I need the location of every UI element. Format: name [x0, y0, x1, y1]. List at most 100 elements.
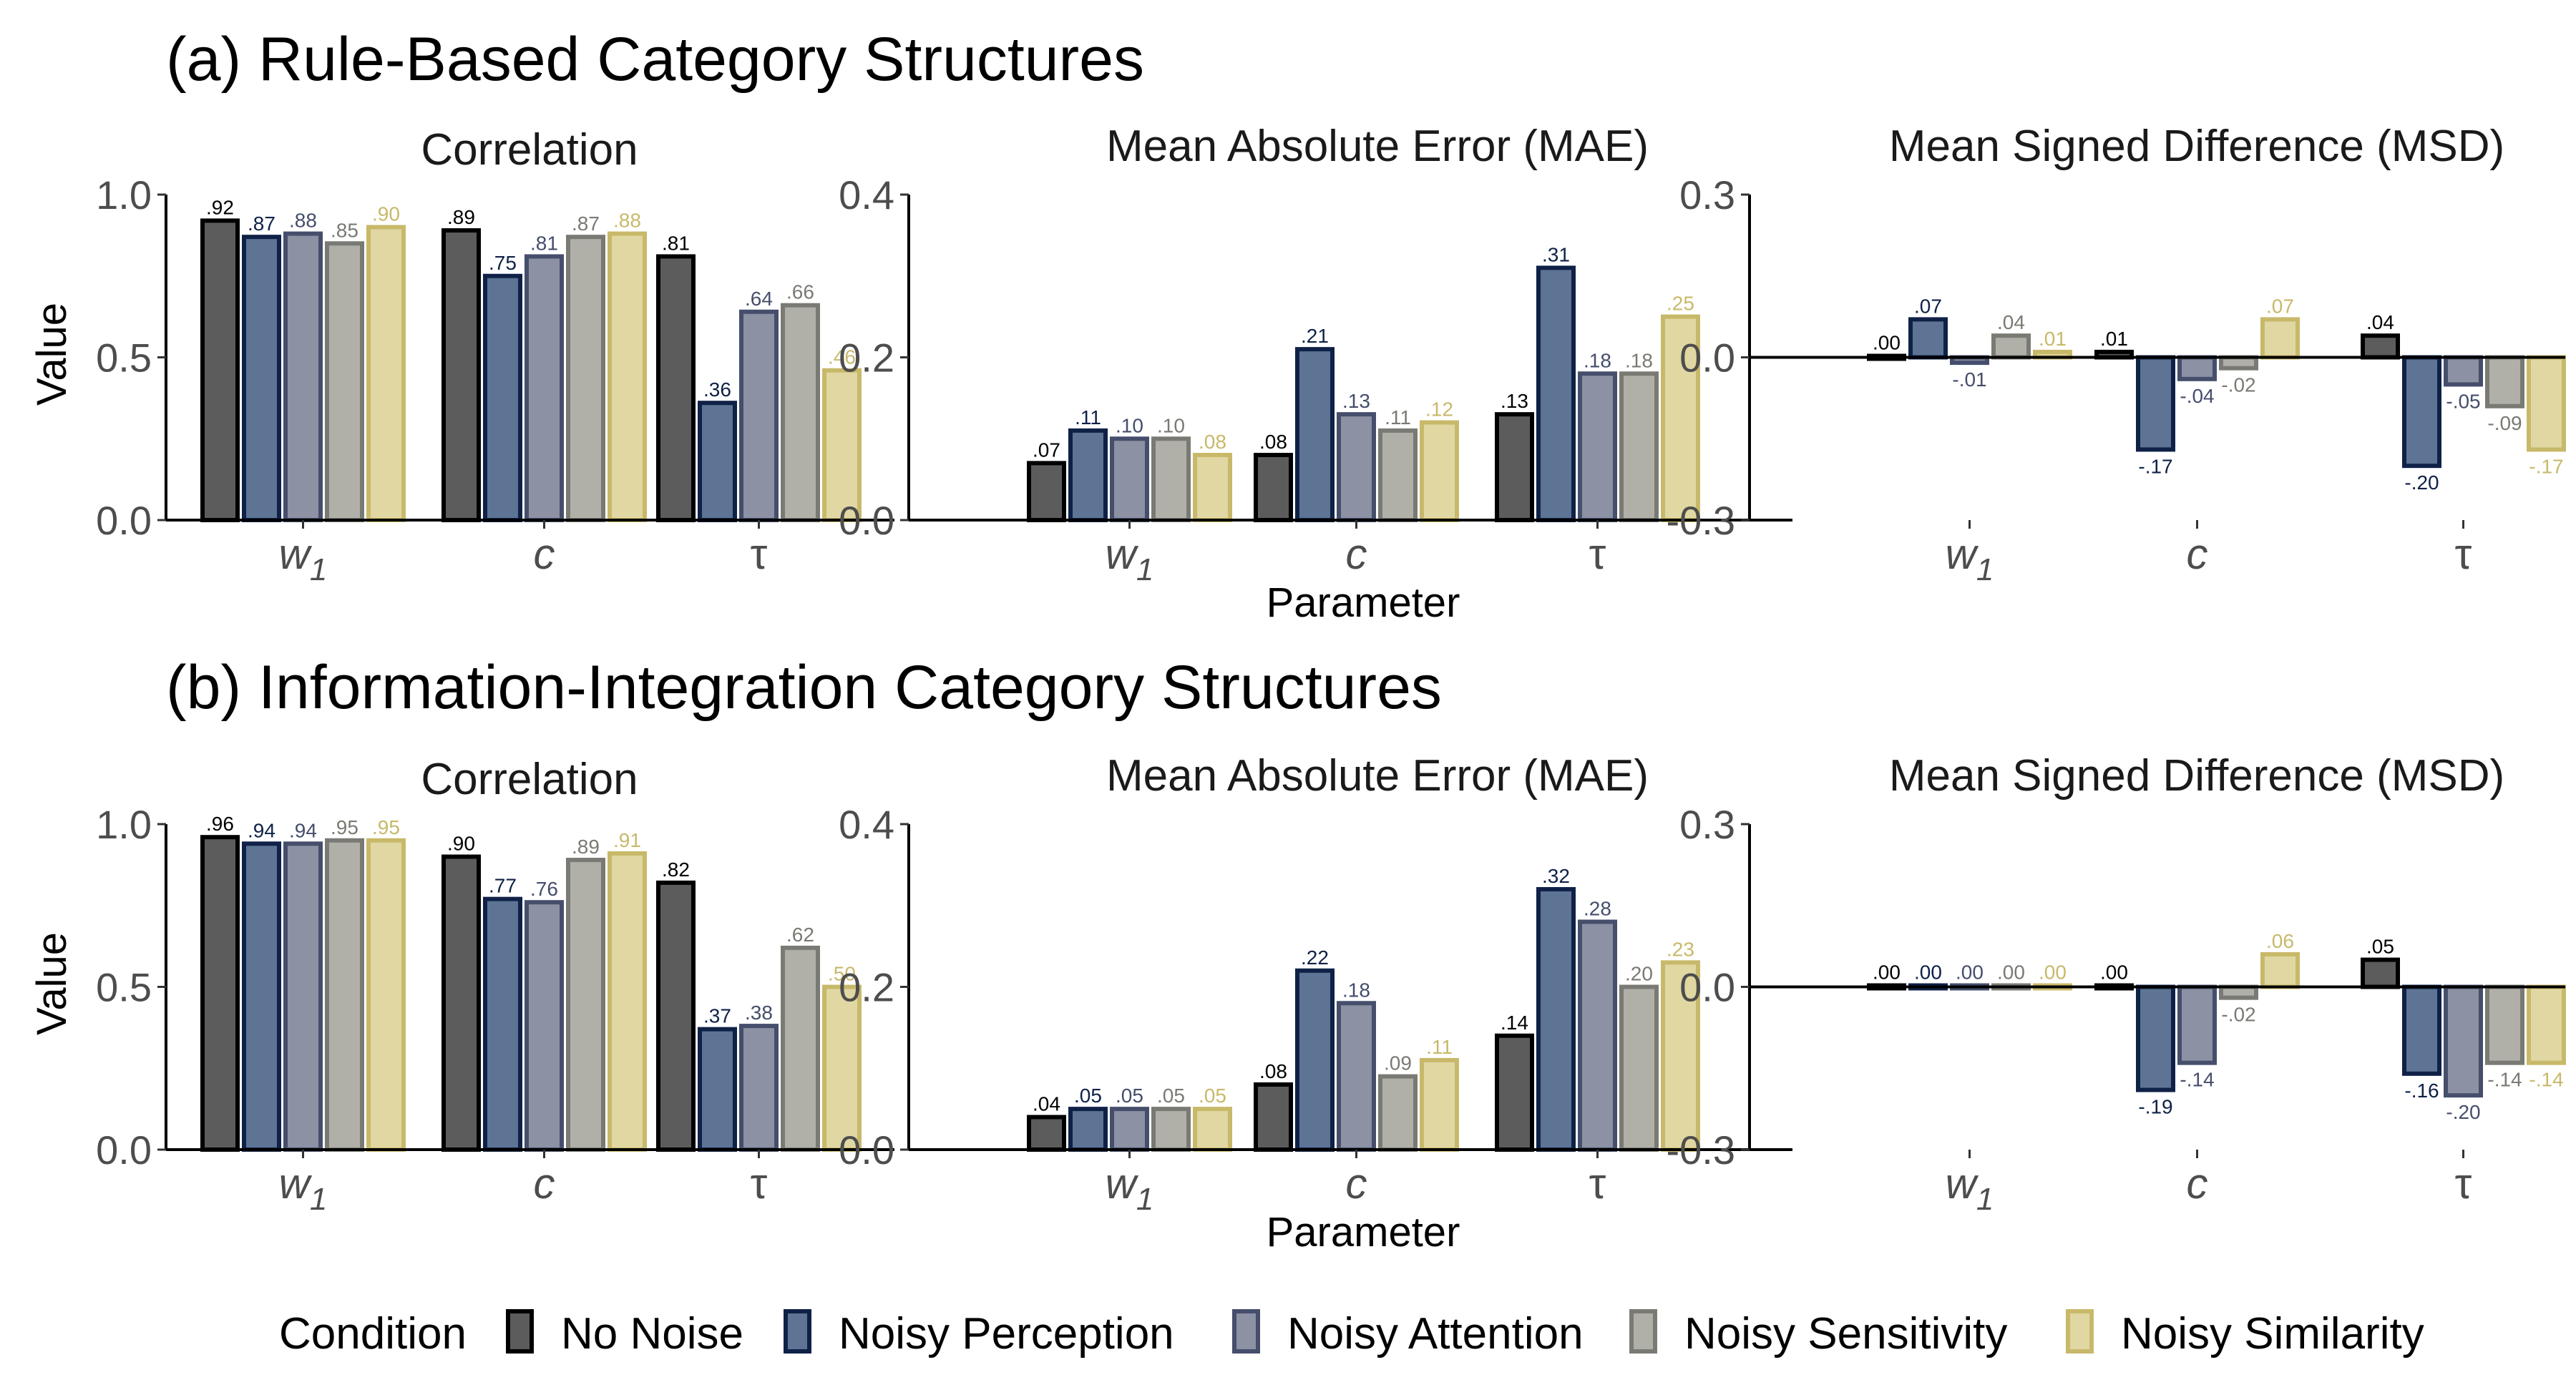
y-tick-label: -0.3: [1667, 1127, 1736, 1173]
bar-value-label: .14: [1501, 1012, 1528, 1034]
bar-noisy-similarity: [608, 231, 647, 522]
bar-noisy-attention: [1578, 371, 1617, 522]
x-tick-label: τ: [1589, 1160, 1606, 1208]
bar-noisy-similarity: [1420, 420, 1459, 522]
bar-value-label: .94: [248, 819, 275, 841]
bar-noisy-sensitivity: [2219, 984, 2258, 1000]
bar-no-noise: [656, 254, 696, 522]
bar-noisy-attention: [2444, 355, 2483, 387]
section-b-mae-panel: Mean Absolute Error (MAE) 0.0 0.2 0.4 .04 .0…: [839, 751, 1792, 1217]
section-b-msd-panel: Mean Signed Difference (MSD) -0.3 0.0 0.3.…: [1667, 751, 2566, 1217]
bar-no-noise: [1027, 1115, 1066, 1152]
x-tick-label: τ: [1589, 530, 1606, 578]
bar-value-label: .37: [703, 1005, 731, 1027]
bar-value-label: .12: [1425, 398, 1453, 421]
bar-no-noise: [1254, 453, 1293, 522]
legend-key-no-noise: [506, 1309, 534, 1354]
x-tick-label: c: [1346, 1160, 1367, 1208]
y-tick-label: 0.0: [1679, 336, 1735, 381]
bar-value-label: .32: [1542, 865, 1570, 887]
bar-value-label: .75: [489, 252, 517, 274]
bar-noisy-attention: [2444, 984, 2483, 1098]
bar-value-label: -.04: [2180, 385, 2214, 407]
bar-noisy-similarity: [2527, 984, 2566, 1065]
bar-value-label: .92: [206, 196, 234, 218]
bar-value-label: .66: [786, 281, 814, 303]
panel-title: Mean Signed Difference (MSD): [1889, 122, 2504, 171]
bar-value-label: .06: [2266, 930, 2294, 952]
bar-no-noise: [1495, 1033, 1534, 1152]
bar-noisy-attention: [1337, 1001, 1376, 1152]
bar-value-label: .07: [1914, 295, 1942, 317]
bar-noisy-similarity: [1193, 1107, 1232, 1152]
panel-title: Mean Signed Difference (MSD): [1889, 751, 2504, 801]
bar-noisy-similarity: [1661, 314, 1700, 522]
bar-noisy-attention: [2177, 355, 2217, 381]
bar-value-label: -.20: [2446, 1101, 2480, 1123]
bar-noisy-sensitivity: [781, 303, 820, 522]
y-tick-label: 0.4: [839, 172, 894, 217]
bar-noisy-similarity: [366, 838, 406, 1152]
legend-title: Condition: [279, 1309, 467, 1359]
y-tick-label: 0.0: [839, 498, 894, 543]
section-b-correlation-panel: Correlation Value 0.0 0.5 1.0 .96 .94 .94 .95.…: [29, 755, 894, 1217]
bar-value-label: .00: [1997, 961, 2025, 984]
section-b-x-axis-label: Parameter: [1267, 1209, 1460, 1256]
bar-noisy-sensitivity: [2485, 355, 2524, 408]
y-tick-label: 0.3: [1679, 172, 1735, 217]
bar-no-noise: [200, 835, 240, 1152]
y-tick-label: 0.5: [96, 336, 152, 381]
bar-value-label: .18: [1625, 349, 1653, 371]
bar-noisy-similarity: [608, 851, 647, 1152]
bar-noisy-sensitivity: [1991, 333, 2031, 360]
bar-value-label: .22: [1301, 946, 1329, 969]
bar-noisy-sensitivity: [1619, 984, 1659, 1152]
y-tick-label: 1.0: [96, 802, 152, 847]
bar-value-label: .05: [2366, 936, 2394, 958]
bar-value-label: .13: [1342, 390, 1370, 412]
bar-noisy-attention: [739, 309, 779, 522]
bar-noisy-sensitivity: [1378, 1074, 1418, 1152]
bar-value-label: .64: [745, 288, 773, 310]
bar-noisy-perception: [1295, 968, 1335, 1152]
bar-noisy-perception: [1536, 265, 1576, 522]
y-axis-label: Value: [29, 303, 75, 406]
legend-label: Noisy Attention: [1287, 1309, 1584, 1359]
y-tick-label: 1.0: [96, 172, 152, 217]
bar-noisy-perception: [2136, 984, 2175, 1092]
bar-noisy-perception: [1068, 428, 1108, 522]
bar-value-label: .11: [1385, 406, 1411, 429]
bar-noisy-perception: [483, 896, 522, 1152]
bar-noisy-sensitivity: [1378, 428, 1418, 522]
bar-noisy-similarity: [822, 984, 862, 1152]
panel-title: Correlation: [421, 125, 638, 175]
bar-noisy-attention: [2177, 984, 2217, 1065]
bar-value-label: -.14: [2487, 1069, 2522, 1091]
bar-value-label: .08: [1199, 431, 1226, 453]
bar-value-label: .04: [1033, 1093, 1060, 1115]
bar-noisy-similarity: [1420, 1057, 1459, 1152]
bar-noisy-similarity: [2260, 952, 2300, 989]
bar-value-label: .18: [1342, 979, 1370, 1001]
bar-value-label: -.20: [2404, 471, 2439, 494]
bar-noisy-perception: [1068, 1107, 1108, 1152]
bar-noisy-attention: [283, 841, 323, 1152]
legend-label: Noisy Perception: [839, 1309, 1174, 1359]
y-tick-label: 0.0: [1679, 965, 1735, 1010]
bar-value-label: .10: [1116, 414, 1143, 436]
bar-noisy-similarity: [1661, 960, 1700, 1152]
section-a-correlation-panel: Correlation Value 0.0 0.5 1.0 .92 .87 .88 .85.…: [29, 125, 894, 587]
bar-value-label: .04: [2366, 311, 2394, 333]
bar-value-label: .88: [289, 210, 317, 232]
bar-value-label: .38: [745, 1002, 773, 1024]
bar-value-label: .20: [1625, 963, 1653, 985]
x-tick-label: w1: [1106, 530, 1154, 587]
bar-no-noise: [1254, 1082, 1293, 1152]
bar-value-label: .90: [447, 833, 475, 855]
bar-value-label: .81: [662, 232, 690, 254]
legend-key-noisy-sensitivity: [1629, 1309, 1657, 1354]
bar-noisy-perception: [483, 273, 522, 522]
bar-value-label: .87: [248, 212, 275, 235]
bar-noisy-perception: [2402, 984, 2441, 1076]
